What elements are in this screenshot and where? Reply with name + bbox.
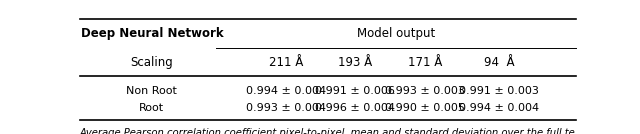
Text: 0.996 ± 0.004: 0.996 ± 0.004 [316, 103, 396, 113]
Text: 94  Å: 94 Å [484, 56, 515, 69]
Text: 0.991 ± 0.006: 0.991 ± 0.006 [316, 86, 396, 96]
Text: Model output: Model output [357, 27, 435, 40]
Text: Non Root: Non Root [127, 86, 177, 96]
Text: 193 Å: 193 Å [338, 56, 372, 69]
Text: 0.991 ± 0.003: 0.991 ± 0.003 [459, 86, 539, 96]
Text: 0.993 ± 0.003: 0.993 ± 0.003 [385, 86, 465, 96]
Text: 0.993 ± 0.004: 0.993 ± 0.004 [246, 103, 326, 113]
Text: Scaling: Scaling [131, 56, 173, 69]
Text: 211 Å: 211 Å [269, 56, 303, 69]
Text: 0.990 ± 0.005: 0.990 ± 0.005 [385, 103, 465, 113]
Text: Deep Neural Network: Deep Neural Network [81, 27, 223, 40]
Text: 0.994 ± 0.004: 0.994 ± 0.004 [246, 86, 326, 96]
Text: Average Pearson correlation coefficient pixel-to-pixel, mean and standard deviat: Average Pearson correlation coefficient … [80, 128, 576, 134]
Text: 0.994 ± 0.004: 0.994 ± 0.004 [459, 103, 539, 113]
Text: Root: Root [140, 103, 164, 113]
Text: 171 Å: 171 Å [408, 56, 442, 69]
